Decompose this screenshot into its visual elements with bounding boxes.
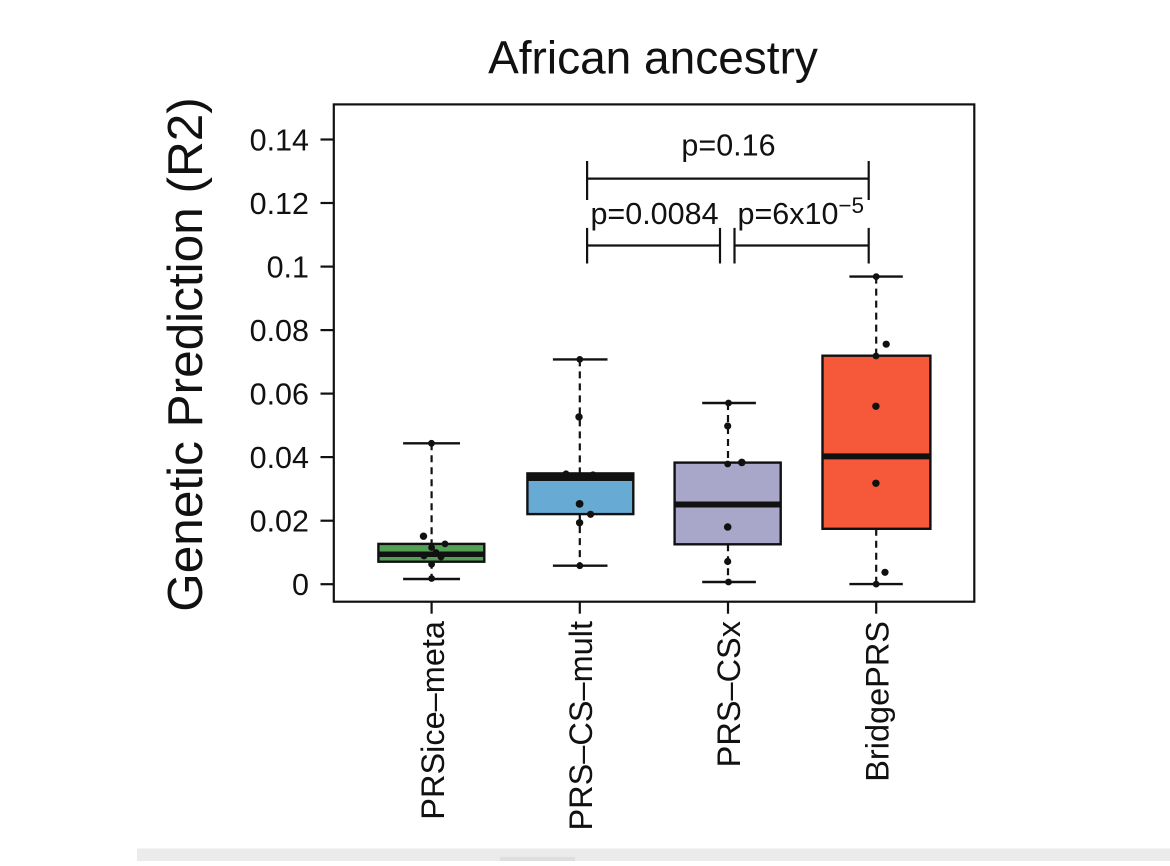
svg-text:0: 0 [292,568,309,602]
svg-text:PRS–CSx: PRS–CSx [711,621,747,767]
svg-text:p=0.0084: p=0.0084 [590,197,718,231]
svg-text:0.04: 0.04 [250,441,309,475]
svg-text:0.02: 0.02 [250,505,309,539]
svg-text:Genetic Prediction (R2): Genetic Prediction (R2) [158,97,213,611]
svg-text:African ancestry: African ancestry [488,32,818,84]
svg-text:p=0.16: p=0.16 [681,129,775,163]
svg-text:0.06: 0.06 [250,377,309,411]
svg-text:PRS–CS–mult: PRS–CS–mult [563,621,599,831]
svg-text:0.1: 0.1 [267,250,309,284]
svg-text:0.14: 0.14 [250,123,309,157]
svg-text:PRSice–meta: PRSice–meta [415,620,451,820]
svg-text:0.12: 0.12 [250,187,309,221]
svg-text:0.08: 0.08 [250,314,309,348]
svg-text:BridgePRS: BridgePRS [859,621,895,782]
